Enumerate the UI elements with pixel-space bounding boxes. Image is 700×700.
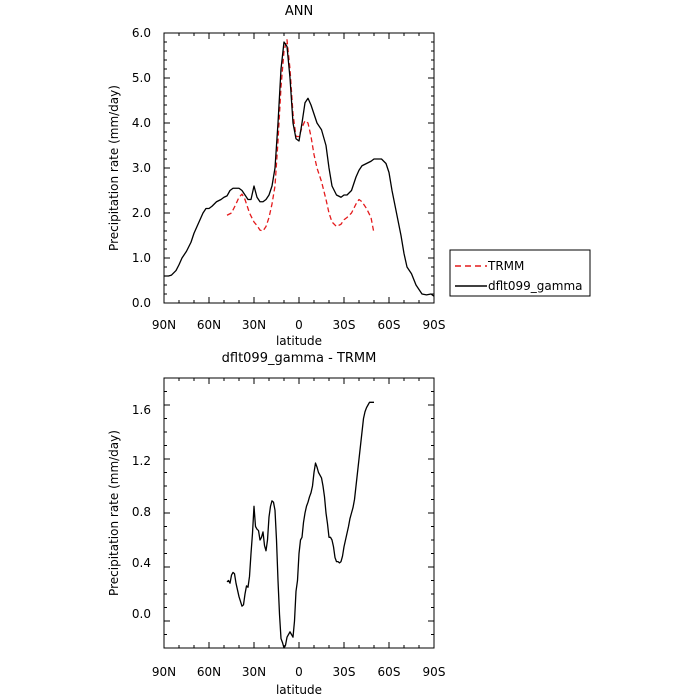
top-legend: TRMM dflt099_gamma [449,249,591,297]
bottom-x-tick-label: 60N [197,665,221,679]
top-y-tick-label: 1.0 [132,251,151,265]
top-series-lines [164,39,435,297]
top-x-tick-label: 90S [423,318,446,332]
bottom-series-line-difference [226,401,374,649]
top-x-tick-label: 60N [197,318,221,332]
bottom-series-lines [226,401,374,649]
top-x-tick-label: 30S [333,318,356,332]
top-y-axis-label: Precipitation rate (mm/day) [107,85,121,251]
bottom-x-tick-label: 30S [333,665,356,679]
legend-label-trmm: TRMM [487,259,524,273]
top-chart-title: ANN [285,4,313,19]
top-y-tick-labels: 0.0 1.0 2.0 3.0 4.0 5.0 6.0 [132,26,151,310]
bottom-y-tick-labels: 0.0 0.4 0.8 1.2 1.6 [132,403,151,621]
top-x-axis-label: latitude [276,334,322,348]
bottom-chart-title: dflt099_gamma - TRMM [222,351,377,366]
top-x-tick-label: 0 [295,318,303,332]
top-series-line-dflt099-gamma [164,41,435,297]
bottom-x-axis-label: latitude [276,683,322,697]
bottom-x-tick-labels: 90N 60N 30N 0 30S 60S 90S [152,665,446,679]
bottom-panel: dflt099_gamma - TRMM 90N 60N 30N 0 30S 6… [107,351,445,697]
bottom-y-tick-label: 0.8 [132,505,151,519]
bottom-x-tick-label: 60S [378,665,401,679]
bottom-plot-frame [163,377,435,649]
top-y-tick-label: 4.0 [132,116,151,130]
top-axis-ticks [163,32,435,304]
top-y-tick-label: 6.0 [132,26,151,40]
top-x-tick-label: 90N [152,318,176,332]
top-panel: ANN 90N 60N 30N 0 30S 60S 90S 0.0 1.0 2.… [107,4,591,348]
bottom-x-tick-label: 90N [152,665,176,679]
bottom-x-tick-label: 90S [423,665,446,679]
bottom-y-axis-label: Precipitation rate (mm/day) [107,430,121,596]
bottom-x-tick-label: 0 [295,665,303,679]
top-y-tick-label: 5.0 [132,71,151,85]
top-plot-frame [163,32,435,304]
bottom-x-tick-label: 30N [242,665,266,679]
top-x-tick-label: 60S [378,318,401,332]
legend-label-dflt099-gamma: dflt099_gamma [488,279,583,293]
top-y-tick-label: 0.0 [132,296,151,310]
legend-box [449,249,591,297]
bottom-y-tick-label: 1.6 [132,403,151,417]
bottom-y-tick-label: 0.4 [132,556,151,570]
bottom-y-tick-label: 1.2 [132,454,151,468]
top-y-tick-label: 3.0 [132,161,151,175]
top-x-tick-label: 30N [242,318,266,332]
top-series-line-trmm [226,39,375,234]
bottom-y-tick-label: 0.0 [132,607,151,621]
top-x-tick-labels: 90N 60N 30N 0 30S 60S 90S [152,318,446,332]
bottom-axis-ticks [163,377,435,649]
top-y-tick-label: 2.0 [132,206,151,220]
